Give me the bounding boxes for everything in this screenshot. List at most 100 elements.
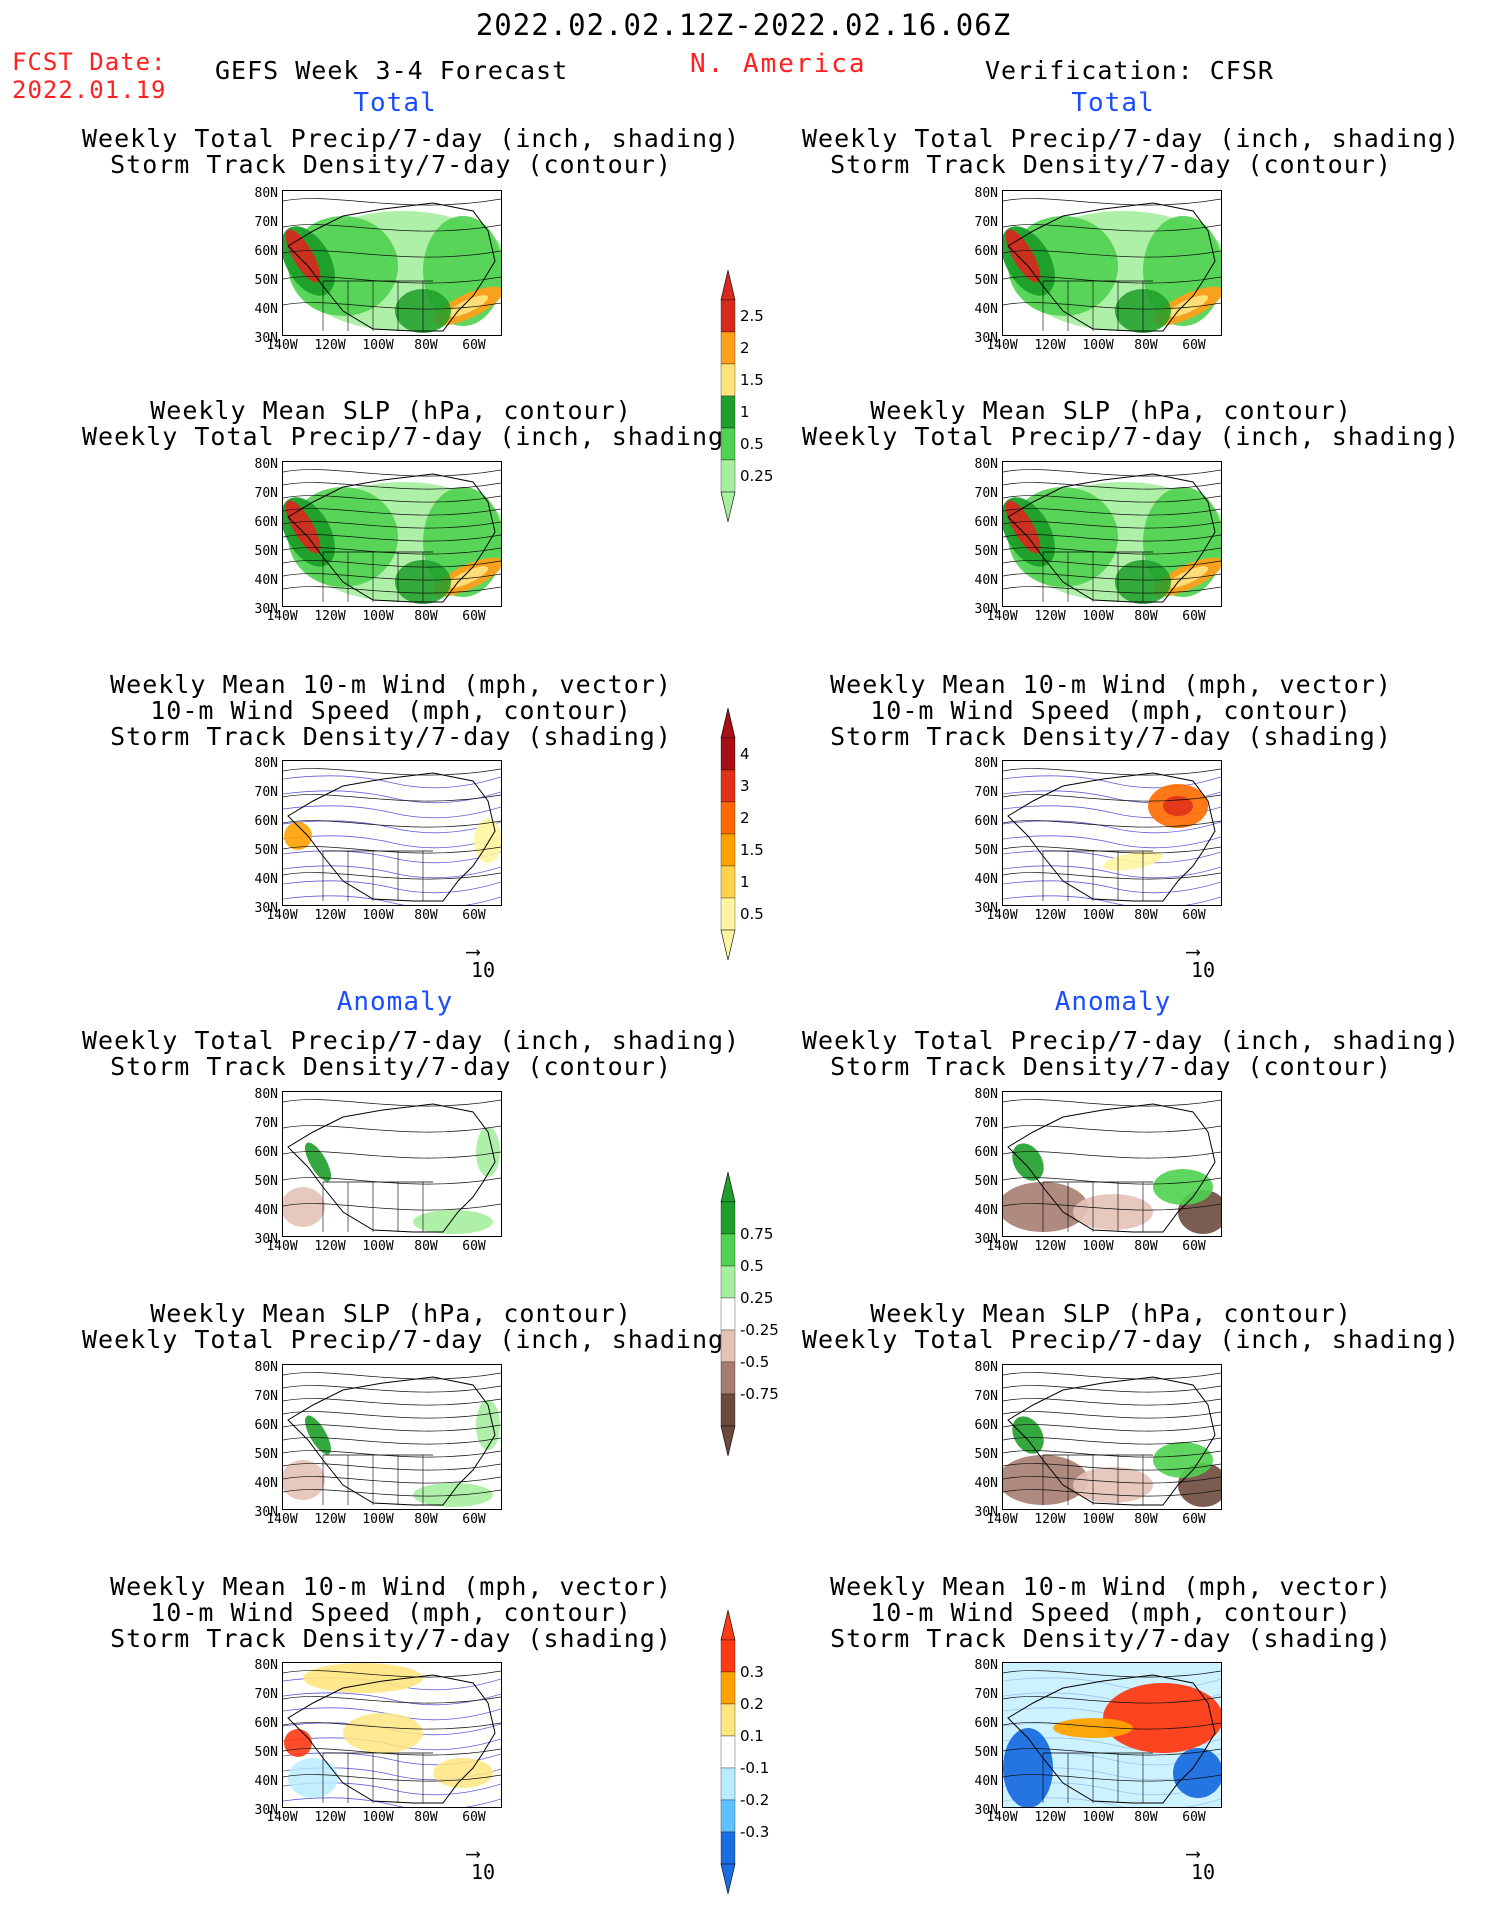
vector-reference-arrow: ⟶ bbox=[1187, 939, 1200, 963]
right-column-title: Verification: CFSR bbox=[985, 56, 1274, 85]
lon-tick-label: 120W bbox=[314, 908, 346, 923]
continent-outline bbox=[287, 772, 496, 902]
storm-anomaly-shading bbox=[343, 1713, 423, 1753]
colorbar-segment bbox=[720, 1361, 736, 1395]
lon-tick-label: 140W bbox=[266, 1810, 298, 1825]
map-panel bbox=[282, 190, 502, 336]
colorbar-tick-label: 1.5 bbox=[740, 841, 764, 859]
colorbar-storm-anomaly: 0.3 0.2 0.1 -0.1 -0.2 -0.3 bbox=[720, 1609, 769, 1898]
contour-line bbox=[283, 1411, 501, 1419]
contour-line bbox=[1003, 1411, 1221, 1419]
lat-tick-label: 40N bbox=[974, 1203, 998, 1218]
map-panel bbox=[1002, 1091, 1222, 1237]
lon-tick-label: 80W bbox=[1134, 609, 1158, 624]
contour-line bbox=[283, 1696, 501, 1704]
colorbar-top-arrow bbox=[720, 269, 736, 301]
colorbar-top-arrow bbox=[720, 1171, 736, 1203]
panel-title: Weekly Total Precip/7-day (inch, shading… bbox=[802, 1026, 1461, 1080]
panel-title: Weekly Mean 10-m Wind (mph, vector) 10-m … bbox=[82, 672, 700, 750]
map-canvas bbox=[283, 1372, 501, 1507]
contour-line bbox=[1003, 573, 1221, 581]
lat-tick-label: 60N bbox=[974, 1716, 998, 1731]
lat-tick-label: 70N bbox=[254, 1389, 278, 1404]
contour-line bbox=[1003, 1385, 1221, 1393]
vector-reference: ⟶ 10 bbox=[1187, 939, 1215, 982]
lat-tick-label: 70N bbox=[254, 1116, 278, 1131]
colorbar-tick-label: 0.75 bbox=[740, 1225, 774, 1243]
panel-title-line: Weekly Total Precip/7-day (inch, shading… bbox=[82, 1026, 741, 1055]
lon-tick-label: 60W bbox=[1182, 1512, 1206, 1527]
map-canvas bbox=[1003, 1099, 1221, 1234]
contour-line bbox=[1003, 482, 1221, 490]
panel-title-line: Weekly Mean SLP (hPa, contour) bbox=[870, 1299, 1352, 1328]
panel-title-line: Weekly Mean 10-m Wind (mph, vector) bbox=[110, 670, 672, 699]
lat-tick-label: 50N bbox=[974, 1174, 998, 1189]
wind-speed-contour bbox=[1003, 880, 1221, 894]
colorbar-segment bbox=[720, 801, 736, 835]
lon-tick-label: 80W bbox=[414, 1810, 438, 1825]
lon-tick-label: 60W bbox=[1182, 1239, 1206, 1254]
lat-tick-label: 70N bbox=[974, 486, 998, 501]
contour-line bbox=[1003, 1476, 1221, 1484]
colorbar-segment bbox=[720, 1703, 736, 1737]
map-panel bbox=[282, 1364, 502, 1510]
contour-line bbox=[283, 1398, 501, 1406]
contour-line bbox=[1003, 1696, 1221, 1704]
contour-line bbox=[283, 820, 501, 828]
lon-tick-label: 120W bbox=[1034, 908, 1066, 923]
lat-tick-label: 40N bbox=[254, 1203, 278, 1218]
map-panel bbox=[282, 1662, 502, 1808]
anomaly-shading bbox=[413, 1210, 493, 1234]
contour-line bbox=[1003, 1774, 1221, 1782]
map-canvas bbox=[1003, 768, 1221, 905]
map-canvas bbox=[283, 1099, 501, 1234]
panel-title-line: Weekly Total Precip/7-day (inch, shading… bbox=[82, 124, 741, 153]
colorbar-segment bbox=[720, 737, 736, 771]
contour-line bbox=[283, 1151, 501, 1159]
anomaly-shading bbox=[476, 1400, 500, 1450]
lat-tick-label: 30N bbox=[254, 901, 278, 916]
storm-anomaly-shading bbox=[1173, 1748, 1221, 1798]
panel-title-line: Weekly Mean 10-m Wind (mph, vector) bbox=[830, 1572, 1392, 1601]
section-total-right: Total bbox=[1071, 88, 1155, 118]
lat-tick-label: 50N bbox=[974, 544, 998, 559]
continent-outline bbox=[287, 1674, 496, 1804]
contour-line bbox=[283, 302, 501, 310]
contour-line bbox=[283, 1437, 501, 1445]
colorbar-segment bbox=[720, 897, 736, 931]
storm-anomaly-shading bbox=[1003, 1728, 1053, 1807]
contour-line bbox=[283, 521, 501, 529]
colorbar-bottom-arrow bbox=[720, 929, 736, 961]
continent-outline bbox=[287, 1376, 496, 1506]
wind-speed-contour bbox=[283, 790, 501, 804]
panel-title-line: Weekly Total Precip/7-day (inch, shading… bbox=[802, 1325, 1461, 1354]
contour-line bbox=[1003, 1437, 1221, 1445]
panel-title-line: Storm Track Density/7-day (shading) bbox=[110, 1624, 672, 1653]
anomaly-shading bbox=[1003, 1455, 1088, 1505]
anomaly-shading bbox=[476, 1127, 500, 1177]
colorbar-tick-label: 0.5 bbox=[740, 435, 764, 453]
fcst-date-label: FCST Date: bbox=[12, 48, 167, 76]
panel-title-line: Weekly Total Precip/7-day (inch, shading… bbox=[82, 422, 741, 451]
storm-anomaly-shading bbox=[284, 1729, 312, 1757]
anomaly-shading bbox=[1153, 1169, 1213, 1205]
wind-speed-contour bbox=[1003, 865, 1221, 879]
panel-title-line: Weekly Total Precip/7-day (inch, shading… bbox=[802, 1026, 1461, 1055]
panel-title-line: Weekly Total Precip/7-day (inch, shading… bbox=[82, 1325, 741, 1354]
contour-line bbox=[1003, 1151, 1221, 1159]
lon-tick-label: 80W bbox=[1134, 908, 1158, 923]
contour-line bbox=[283, 1463, 501, 1471]
map-canvas bbox=[1003, 1663, 1221, 1807]
panel-title: Weekly Total Precip/7-day (inch, shading… bbox=[82, 1026, 741, 1080]
wind-speed-contour bbox=[283, 895, 501, 905]
lat-tick-label: 60N bbox=[254, 1418, 278, 1433]
colorbar-segment bbox=[720, 1297, 736, 1331]
lat-tick-label: 30N bbox=[254, 1505, 278, 1520]
lon-tick-label: 140W bbox=[266, 908, 298, 923]
panel-title-line: Weekly Total Precip/7-day (inch, shading… bbox=[802, 124, 1461, 153]
storm-density-shading bbox=[474, 819, 501, 863]
panel-title-line: Weekly Total Precip/7-day (inch, shading… bbox=[802, 422, 1461, 451]
colorbar-segment bbox=[720, 1329, 736, 1363]
panel-title-line: Weekly Mean SLP (hPa, contour) bbox=[150, 1299, 632, 1328]
contour-line bbox=[283, 1489, 501, 1497]
